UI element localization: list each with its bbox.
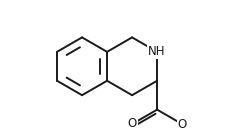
Text: NH: NH — [148, 45, 166, 58]
Text: O: O — [128, 117, 137, 130]
Text: O: O — [178, 118, 187, 131]
